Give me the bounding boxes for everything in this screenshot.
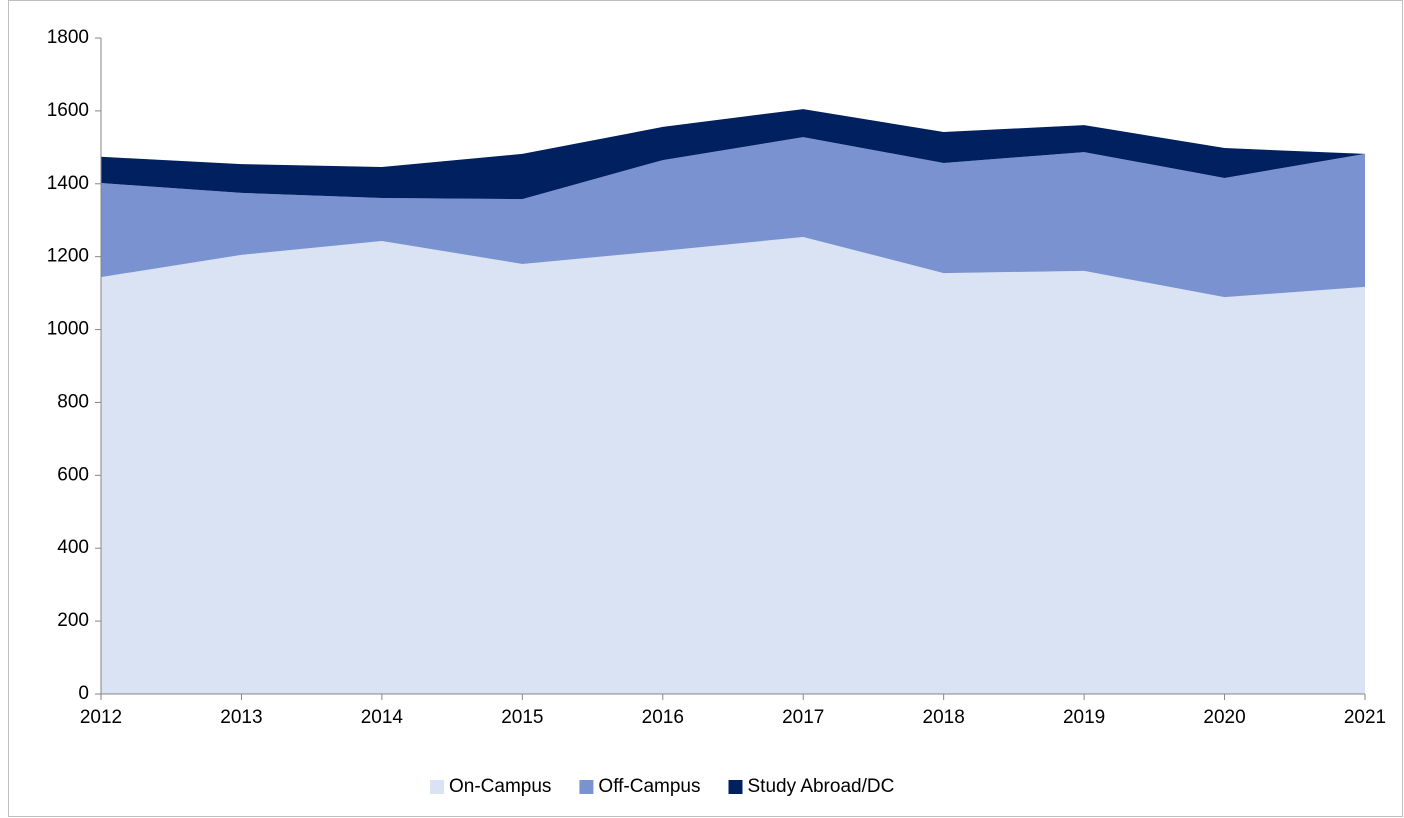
legend-swatch: [728, 780, 743, 794]
x-tick-label: 2016: [642, 707, 684, 728]
x-tick-label: 2014: [361, 707, 404, 728]
area: [101, 109, 1365, 200]
y-tick-label: 200: [57, 610, 89, 631]
y-tick-label: 0: [78, 683, 89, 704]
x-tick-label: 2012: [80, 707, 122, 728]
y-tick-label: 1400: [47, 173, 89, 194]
x-tick-label: 2017: [782, 707, 824, 728]
y-tick-label: 800: [57, 391, 89, 412]
legend-label: On-Campus: [449, 776, 551, 797]
legend-label: Study Abroad/DC: [748, 776, 895, 797]
area: [101, 137, 1365, 298]
x-tick-label: 2018: [923, 707, 965, 728]
x-tick-label: 2019: [1063, 707, 1105, 728]
y-tick-label: 1200: [47, 246, 89, 267]
x-tick-label: 2020: [1203, 707, 1245, 728]
legend-swatch: [579, 780, 594, 794]
y-tick-label: 1800: [47, 27, 89, 48]
x-tick-label: 2015: [501, 707, 543, 728]
y-tick-label: 1000: [47, 319, 89, 340]
y-tick-label: 1600: [47, 100, 89, 121]
legend-swatch: [430, 780, 444, 794]
x-tick-label: 2013: [220, 707, 262, 728]
y-tick-label: 400: [57, 537, 89, 558]
x-tick-label: 2021: [1344, 707, 1386, 728]
y-tick-label: 600: [57, 464, 89, 485]
legend-label: Off-Campus: [598, 776, 700, 797]
area: [101, 236, 1365, 694]
